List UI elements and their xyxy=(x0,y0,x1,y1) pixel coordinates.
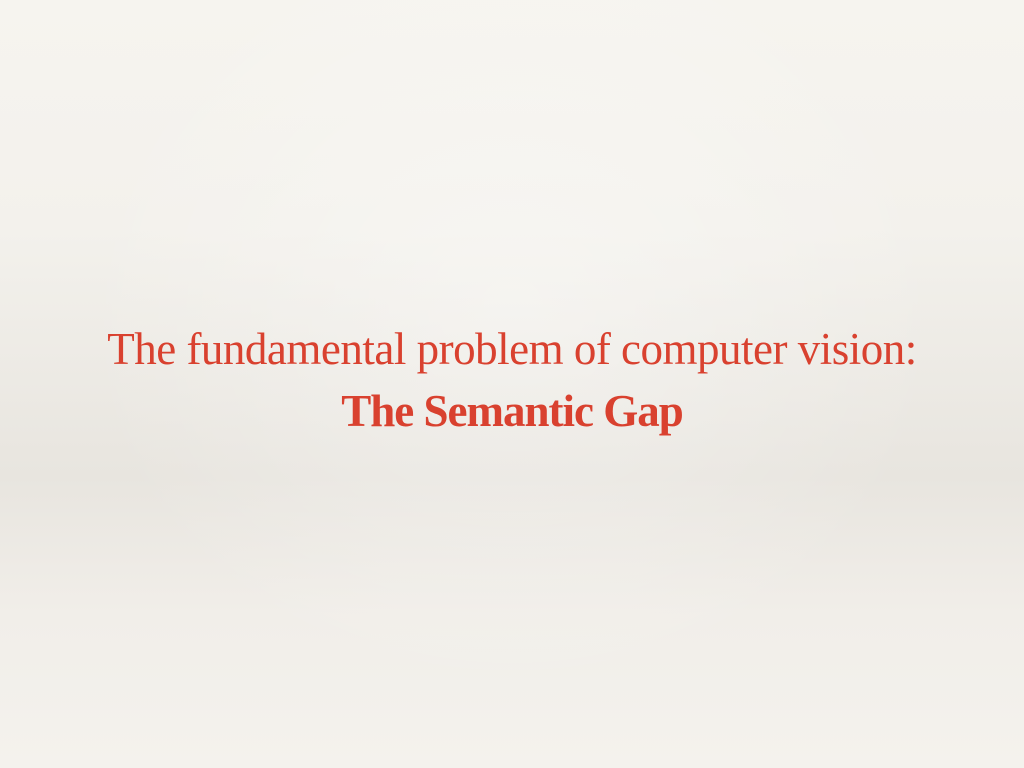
slide-title-line-1: The fundamental problem of computer visi… xyxy=(107,324,917,374)
slide-title-block: The fundamental problem of computer visi… xyxy=(0,318,1024,442)
slide-title-line-2: The Semantic Gap xyxy=(341,386,684,436)
